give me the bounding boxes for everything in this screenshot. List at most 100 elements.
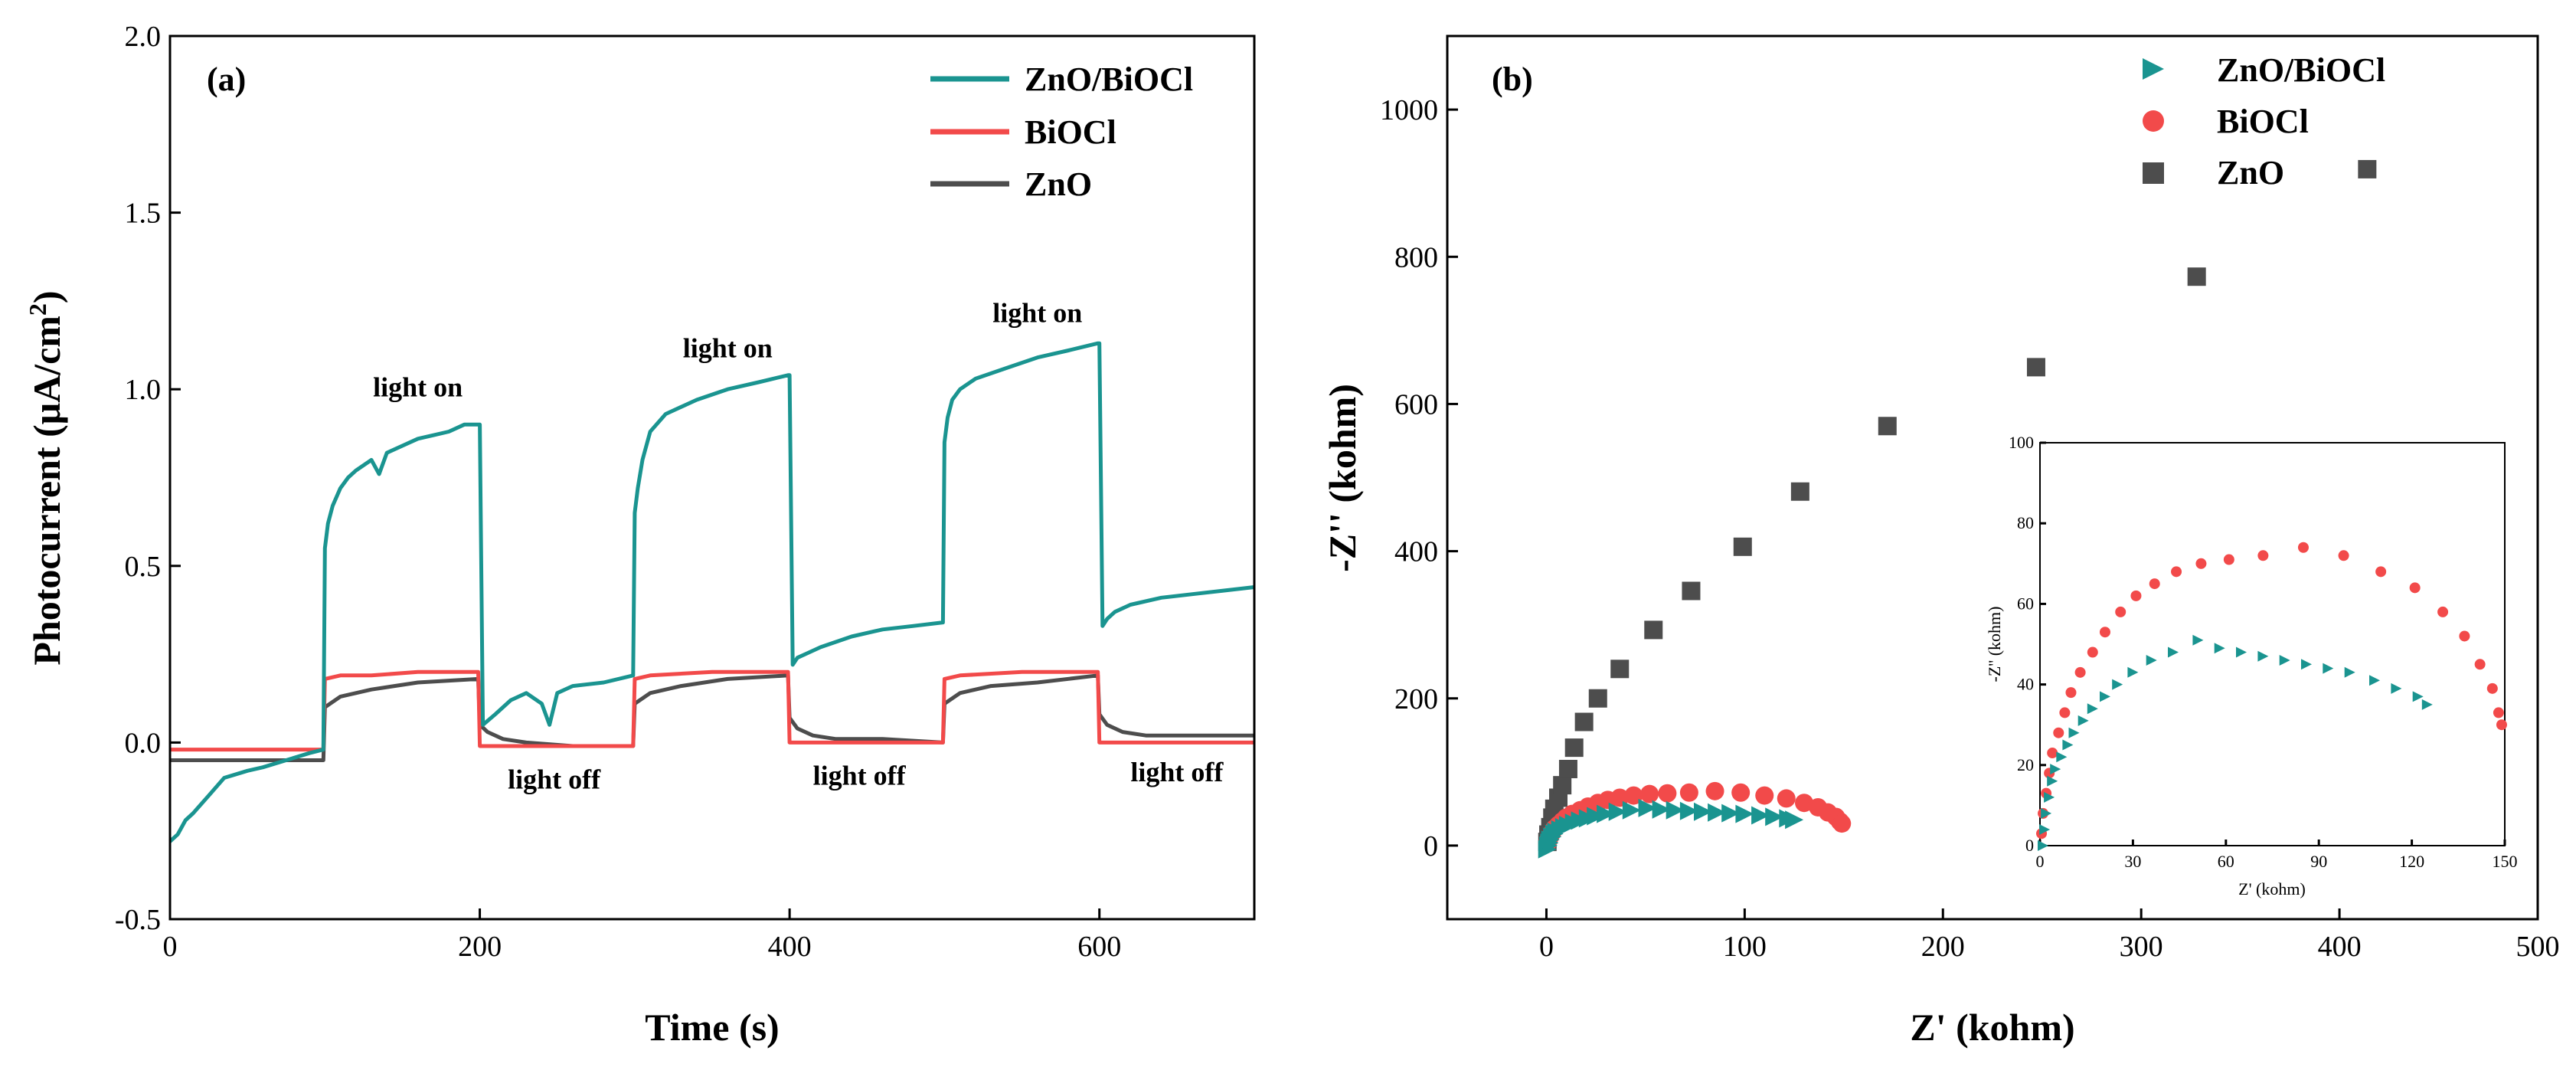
panel-b-xlabel: Z' (kohm)	[1910, 1006, 2074, 1049]
inset-point-zno-biocl	[2192, 634, 2204, 646]
panel-b-legend: ZnO/BiOCl BiOCl ZnO	[2143, 51, 2385, 191]
inset-xtick-label: 90	[2310, 852, 2327, 871]
panel-a-xtick-label: 200	[458, 931, 502, 963]
inset-frame	[2039, 442, 2506, 846]
panel-b-point-zno	[1588, 689, 1607, 708]
inset-ticks: 0 30 60 90 120 150 0 20 40 60 80 100	[2009, 433, 2518, 871]
inset-point-biocl	[2115, 606, 2127, 617]
inset-ytick-label: 60	[2017, 594, 2034, 613]
panel-a-ytick-label: 0.5	[125, 551, 162, 583]
panel-b-point-zno	[1558, 759, 1577, 778]
inset-point-biocl	[2087, 646, 2098, 658]
panel-b-point-biocl	[1777, 789, 1796, 808]
panel-a-xtick-label: 600	[1077, 931, 1121, 963]
panel-b-point-zno-biocl	[1587, 807, 1606, 826]
inset-point-biocl	[2409, 582, 2421, 594]
panel-b-point-zno-biocl	[1622, 800, 1641, 820]
inset-point-biocl	[2486, 682, 2498, 694]
panel-a-ylabel: Photocurrent (μA/cm2)	[24, 290, 68, 665]
panel-b-point-biocl	[1731, 783, 1751, 802]
panel-b-point-zno-biocl	[1597, 804, 1616, 823]
panel-b-xtick-label: 0	[1539, 931, 1554, 963]
inset-point-biocl	[2053, 727, 2064, 738]
inset-point-zno-biocl	[2062, 739, 2074, 751]
inset-point-biocl	[2474, 659, 2486, 670]
inset-point-biocl	[2171, 566, 2182, 578]
panel-b-point-zno	[1878, 417, 1897, 436]
legend-b-marker-biocl	[2143, 110, 2164, 132]
inset-point-zno-biocl	[2038, 840, 2048, 851]
series-line-biocl	[170, 669, 1254, 752]
annotation-light-off: light off	[813, 761, 907, 791]
panel-b-point-zno	[2187, 267, 2206, 286]
inset-ytick-label: 0	[2025, 836, 2034, 855]
panel-b-point-zno	[2358, 159, 2377, 178]
inset-points	[2036, 542, 2507, 851]
panel-a-frame	[168, 34, 1256, 921]
inset-point-biocl	[2130, 590, 2142, 601]
panel-b-label: (b)	[1492, 61, 1533, 98]
panel-a-ytick-label: 0.0	[125, 727, 162, 759]
inset-point-biocl	[2375, 566, 2387, 578]
inset-point-zno-biocl	[2323, 663, 2334, 674]
legend-b-marker-zno-biocl	[2143, 58, 2164, 80]
panel-b-point-zno-biocl	[1785, 810, 1804, 830]
panel-b-point-biocl	[1658, 784, 1677, 803]
legend-b-label-biocl: BiOCl	[2217, 103, 2309, 140]
inset-point-zno-biocl	[2041, 807, 2052, 819]
inset-point-zno-biocl	[2056, 751, 2068, 763]
panel-b-ytick-label: 0	[1424, 830, 1438, 862]
panel-a-ytick-label: 2.0	[125, 21, 162, 53]
annotation-light-on: light on	[373, 371, 463, 402]
series-line-zno-biocl	[168, 341, 1255, 843]
panel-b-point-zno-biocl	[1735, 804, 1754, 823]
panel-b-point-zno	[1610, 660, 1630, 679]
ylabel-end: )	[25, 290, 68, 303]
inset-ytick-label: 80	[2017, 513, 2034, 532]
panel-b-ylabel: -Z'' (kohm)	[1321, 384, 1364, 572]
legend-b-label-zno: ZnO	[2217, 154, 2284, 191]
panel-a-ticks: 0 200 400 600 -0.5 0.0 0.5 1.0 1.5 2.0	[115, 21, 1121, 963]
inset-ytick-label: 40	[2017, 675, 2034, 694]
panel-b-point-zno-biocl	[1708, 803, 1727, 822]
annotation-light-off: light off	[1130, 757, 1224, 787]
panel-a: 0 200 400 600 -0.5 0.0 0.5 1.0 1.5 2.0 (a) Time (…	[24, 21, 1256, 1049]
series-line-zno	[170, 673, 1254, 762]
panel-b-point-zno	[2026, 358, 2045, 377]
inset-point-biocl	[2297, 542, 2309, 553]
panel-b-point-zno-biocl	[1721, 804, 1741, 823]
panel-b-point-biocl	[1795, 794, 1814, 813]
panel-b-point-zno	[1564, 738, 1584, 758]
panel-b-xtick-label: 500	[2516, 931, 2560, 963]
panel-b-point-zno-biocl	[1608, 802, 1627, 821]
inset-xtick-label: 0	[2036, 852, 2045, 871]
inset-point-zno-biocl	[2050, 764, 2061, 775]
panel-b-point-biocl	[1755, 786, 1774, 805]
annotation-light-on: light on	[992, 298, 1082, 329]
inset-point-biocl	[2195, 558, 2207, 569]
legend-a-label-zno-biocl: ZnO/BiOCl	[1025, 61, 1193, 98]
panel-a-xtick-label: 0	[163, 931, 178, 963]
panel-a-xtick-label: 400	[768, 931, 812, 963]
panel-a-xlabel: Time (s)	[645, 1006, 779, 1049]
panel-b-point-biocl	[1705, 781, 1724, 800]
inset-point-biocl	[2149, 578, 2160, 590]
legend-b-label-zno-biocl: ZnO/BiOCl	[2217, 51, 2385, 89]
panel-b-point-biocl	[1640, 784, 1659, 804]
ylabel-superscript: 2	[24, 303, 51, 316]
inset-point-zno-biocl	[2146, 655, 2157, 666]
panel-b-point-zno-biocl	[1679, 801, 1698, 820]
legend-b-marker-zno	[2143, 162, 2164, 184]
panel-b-point-zno	[1553, 776, 1572, 795]
legend-a-label-biocl: BiOCl	[1025, 113, 1116, 151]
legend-a-label-zno: ZnO	[1025, 165, 1092, 203]
panel-b-point-biocl	[1624, 786, 1643, 805]
panel-a-series	[168, 341, 1255, 843]
inset-point-biocl	[2223, 554, 2234, 565]
panel-b-ytick-label: 800	[1394, 241, 1438, 273]
inset-point-zno-biocl	[2369, 675, 2380, 686]
panel-b-inset: 0 30 60 90 120 150 0 20 40 60 80 100 Z' (kohm) -Z''…	[1985, 433, 2518, 898]
panel-b-frame	[1446, 34, 2539, 921]
panel-b-point-zno	[1733, 537, 1752, 556]
